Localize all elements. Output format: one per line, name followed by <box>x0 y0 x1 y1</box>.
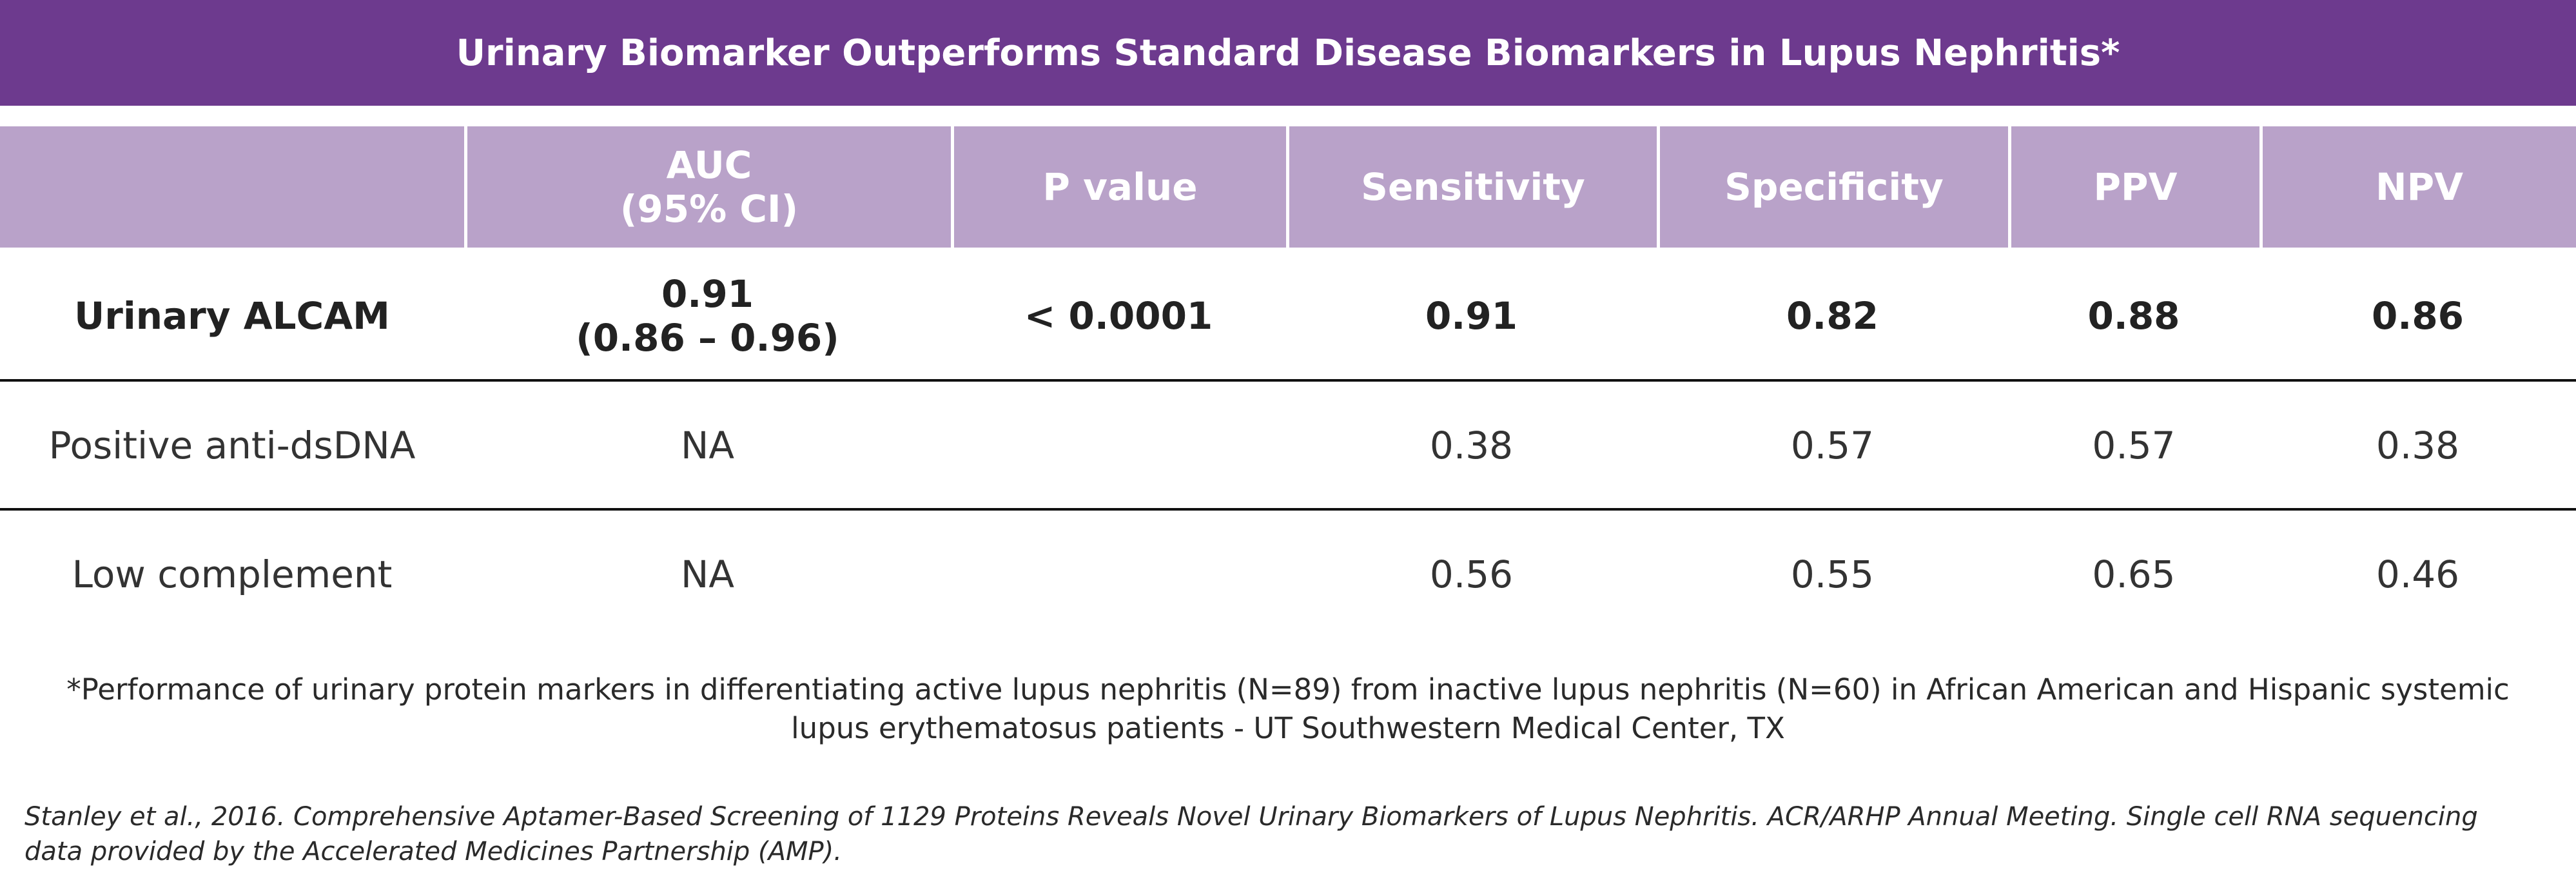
ppv-cell: 0.57 <box>2092 424 2176 467</box>
npv-cell: 0.46 <box>2376 552 2460 596</box>
p-value-cell <box>951 511 1286 638</box>
table-row: Low complement NA 0.56 0.55 0.65 0.46 <box>0 511 2576 638</box>
table-row: Positive anti-dsDNA NA 0.38 0.57 0.57 0.… <box>0 382 2576 509</box>
title-bar: Urinary Biomarker Outperforms Standard D… <box>0 0 2576 106</box>
row-divider <box>0 379 2576 382</box>
ppv-cell: 0.88 <box>2087 294 2180 338</box>
header-cell-ppv: PPV <box>2008 126 2259 248</box>
row-label: Positive anti-dsDNA <box>48 424 416 467</box>
sensitivity-cell: 0.56 <box>1429 552 1514 596</box>
row-label: Low complement <box>72 552 393 596</box>
auc-cell: NA <box>680 424 735 467</box>
auc-cell: NA <box>680 552 735 596</box>
header-cell-auc: AUC (95% CI) <box>464 126 951 248</box>
row-label: Urinary ALCAM <box>74 294 390 338</box>
auc-value: 0.91 (0.86 – 0.96) <box>576 272 839 360</box>
header-cell-sensitivity: Sensitivity <box>1286 126 1657 248</box>
header-cell-specificity: Specificity <box>1657 126 2008 248</box>
header-cell-p-value: P value <box>951 126 1286 248</box>
header-cell-empty <box>0 126 464 248</box>
header-auc-label: AUC (95% CI) <box>620 143 799 231</box>
footnote: *Performance of urinary protein markers … <box>66 672 2510 745</box>
npv-cell: 0.38 <box>2376 424 2460 467</box>
specificity-cell: 0.55 <box>1790 552 1875 596</box>
ppv-cell: 0.65 <box>2092 552 2176 596</box>
citation: Stanley et al., 2016. Comprehensive Apta… <box>24 802 2478 866</box>
row-divider <box>0 508 2576 511</box>
table-row: Urinary ALCAM 0.91 (0.86 – 0.96) < 0.000… <box>0 251 2576 380</box>
p-value-cell: < 0.0001 <box>1024 294 1213 338</box>
specificity-cell: 0.57 <box>1790 424 1875 467</box>
p-value-cell <box>951 382 1286 509</box>
table-header-row: AUC (95% CI) P value Sensitivity Specifi… <box>0 126 2576 248</box>
npv-cell: 0.86 <box>2371 294 2464 338</box>
auc-cell: 0.91 (0.86 – 0.96) <box>464 251 951 380</box>
sensitivity-cell: 0.91 <box>1425 294 1518 338</box>
specificity-cell: 0.82 <box>1786 294 1879 338</box>
sensitivity-cell: 0.38 <box>1429 424 1514 467</box>
page-title: Urinary Biomarker Outperforms Standard D… <box>456 32 2120 74</box>
header-cell-npv: NPV <box>2259 126 2576 248</box>
